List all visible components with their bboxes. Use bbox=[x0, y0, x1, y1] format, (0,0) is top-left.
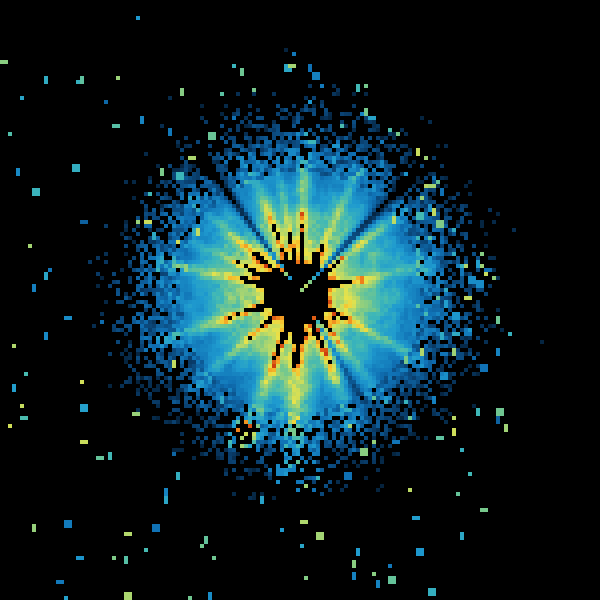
photon-count-heatmap bbox=[0, 0, 600, 600]
image-canvas-container bbox=[0, 0, 600, 600]
